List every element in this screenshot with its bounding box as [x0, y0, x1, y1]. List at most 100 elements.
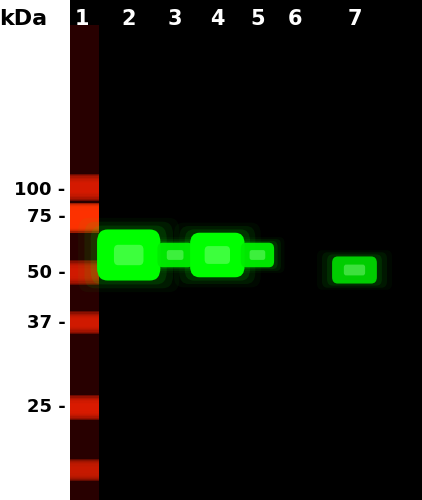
- Bar: [70, 461, 99, 479]
- Bar: [70, 264, 99, 281]
- FancyBboxPatch shape: [241, 243, 274, 267]
- Text: 100 -: 100 -: [14, 181, 65, 199]
- FancyBboxPatch shape: [190, 233, 245, 277]
- Bar: [70, 466, 99, 473]
- FancyBboxPatch shape: [84, 222, 173, 288]
- Bar: [70, 180, 99, 196]
- Bar: [70, 399, 99, 416]
- FancyBboxPatch shape: [327, 254, 382, 286]
- Bar: [70, 209, 99, 226]
- FancyBboxPatch shape: [241, 243, 274, 267]
- Text: 3: 3: [168, 9, 182, 29]
- Bar: [70, 262, 99, 282]
- FancyBboxPatch shape: [185, 230, 250, 280]
- Bar: [70, 398, 99, 417]
- Bar: [70, 210, 99, 226]
- Bar: [70, 206, 99, 229]
- Bar: [70, 204, 99, 231]
- FancyBboxPatch shape: [179, 226, 255, 284]
- Bar: [70, 208, 99, 228]
- Bar: [70, 176, 99, 199]
- Text: 4: 4: [210, 9, 225, 29]
- FancyBboxPatch shape: [91, 226, 167, 284]
- Bar: [70, 396, 99, 419]
- Bar: [70, 214, 99, 222]
- Bar: [70, 180, 99, 194]
- Bar: [70, 318, 99, 327]
- Bar: [70, 213, 99, 222]
- Bar: [70, 260, 99, 285]
- Bar: [70, 463, 99, 477]
- Bar: [70, 208, 99, 227]
- Bar: [70, 212, 99, 222]
- Bar: [70, 182, 99, 193]
- FancyBboxPatch shape: [157, 243, 193, 267]
- Bar: [70, 466, 99, 474]
- Text: 2: 2: [122, 9, 136, 29]
- FancyBboxPatch shape: [249, 250, 265, 260]
- Bar: [70, 395, 99, 420]
- FancyBboxPatch shape: [157, 243, 193, 267]
- Bar: [70, 265, 99, 280]
- Bar: [70, 261, 99, 284]
- Bar: [70, 214, 99, 221]
- Bar: [70, 314, 99, 332]
- Bar: [70, 404, 99, 411]
- Bar: [70, 208, 99, 226]
- FancyBboxPatch shape: [205, 246, 230, 264]
- Text: 5: 5: [250, 9, 265, 29]
- Bar: [70, 314, 99, 330]
- Bar: [70, 206, 99, 229]
- Text: 37 -: 37 -: [27, 314, 65, 332]
- Bar: [70, 312, 99, 332]
- FancyBboxPatch shape: [97, 230, 160, 280]
- Bar: [70, 402, 99, 412]
- Bar: [70, 202, 99, 232]
- Text: 6: 6: [288, 9, 303, 29]
- Bar: [70, 400, 99, 415]
- Bar: [70, 462, 99, 478]
- Bar: [70, 317, 99, 328]
- Bar: [70, 268, 99, 278]
- FancyBboxPatch shape: [322, 252, 387, 288]
- Bar: [70, 401, 99, 414]
- FancyBboxPatch shape: [154, 241, 197, 269]
- Text: 75 -: 75 -: [27, 208, 65, 226]
- Text: 1: 1: [75, 9, 89, 29]
- Bar: [70, 459, 99, 481]
- Bar: [70, 464, 99, 475]
- Bar: [70, 184, 99, 192]
- FancyBboxPatch shape: [97, 230, 160, 280]
- Bar: [70, 319, 99, 326]
- FancyBboxPatch shape: [234, 239, 281, 271]
- Text: kDa: kDa: [0, 9, 47, 29]
- Bar: [70, 212, 99, 223]
- Bar: [70, 174, 99, 201]
- Text: 7: 7: [347, 9, 362, 29]
- FancyBboxPatch shape: [114, 245, 143, 265]
- Bar: [70, 204, 99, 232]
- Bar: [70, 211, 99, 224]
- Bar: [70, 266, 99, 279]
- Bar: [70, 460, 99, 480]
- Bar: [70, 269, 99, 276]
- Bar: [70, 25, 99, 500]
- FancyBboxPatch shape: [332, 256, 377, 283]
- Text: 50 -: 50 -: [27, 264, 65, 281]
- Bar: [70, 178, 99, 197]
- Bar: [0, 0, 70, 500]
- Bar: [70, 214, 99, 220]
- Bar: [70, 175, 99, 200]
- FancyBboxPatch shape: [344, 264, 365, 276]
- FancyBboxPatch shape: [190, 233, 245, 277]
- Text: 25 -: 25 -: [27, 398, 65, 416]
- Bar: [70, 207, 99, 228]
- Bar: [70, 211, 99, 224]
- FancyBboxPatch shape: [237, 241, 278, 269]
- FancyBboxPatch shape: [167, 250, 184, 260]
- Bar: [70, 316, 99, 330]
- FancyBboxPatch shape: [150, 239, 200, 271]
- FancyBboxPatch shape: [332, 256, 377, 283]
- Bar: [70, 210, 99, 225]
- Bar: [70, 311, 99, 334]
